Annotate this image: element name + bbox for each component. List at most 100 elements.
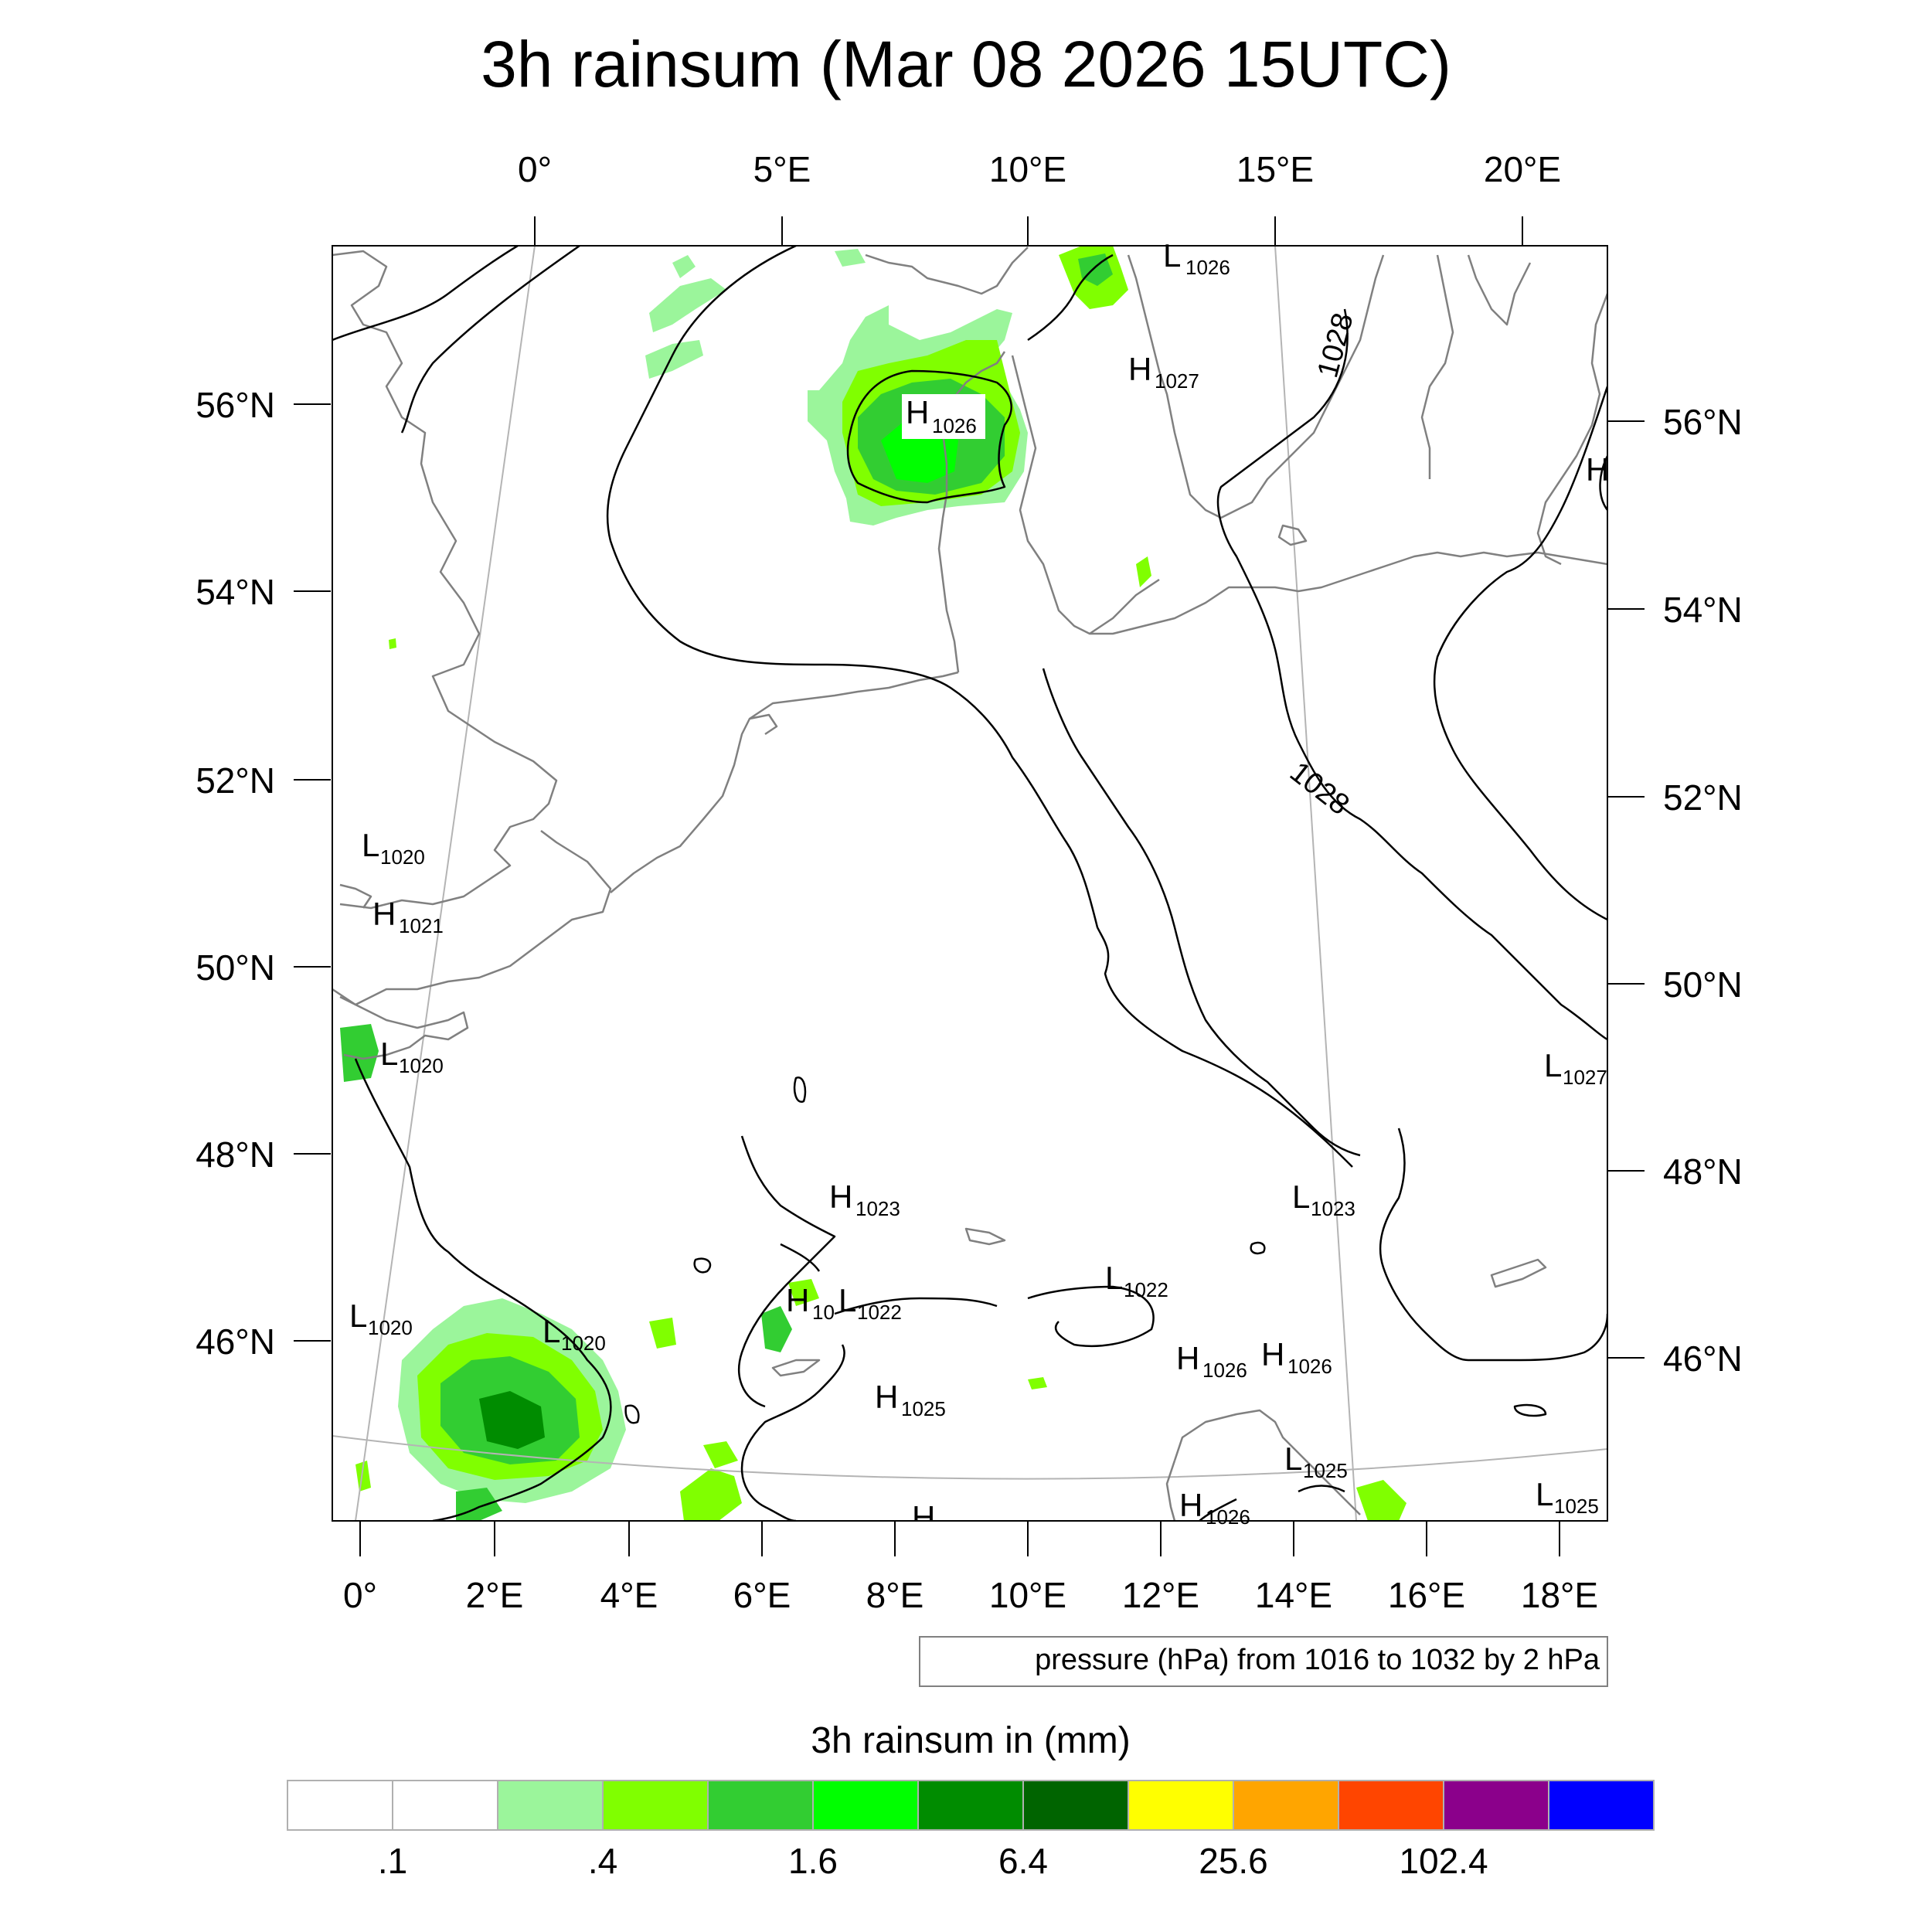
- coastline-bornholm: [1277, 524, 1308, 546]
- colorbar-tick-label: .4: [588, 1841, 617, 1881]
- rain-area-north-strip: [649, 278, 726, 332]
- colorbar-title: 3h rainsum in (mm): [811, 1720, 1130, 1761]
- colorbar-swatch: [497, 1780, 604, 1831]
- rain-area-alps: [761, 1306, 792, 1352]
- left-lat-label: 56°N: [196, 385, 275, 425]
- figure-title: 3h rainsum (Mar 08 2026 15UTC): [481, 28, 1451, 100]
- graticule-parallel-45: [332, 1435, 1607, 1480]
- right-latitude-labels: 56°N 54°N 52°N 50°N 48°N 46°N: [1663, 402, 1743, 1379]
- colorbar-swatch: [602, 1780, 709, 1831]
- left-lat-label: 50°N: [196, 947, 275, 988]
- rain-area-skagerrak-core: [1078, 253, 1113, 286]
- colorbar-swatch: [287, 1780, 393, 1831]
- pressure-center-value: 1025: [901, 1397, 946, 1420]
- left-latitude-ticks: [294, 403, 331, 1342]
- left-lat-label: 52°N: [196, 760, 275, 801]
- pressure-center: L 1020: [380, 1036, 444, 1077]
- graticule-meridian-0: [355, 246, 536, 1521]
- pressure-center-type: L: [1292, 1179, 1310, 1215]
- isobar-east-edge: [1599, 455, 1607, 511]
- pressure-center: H: [1586, 451, 1609, 488]
- rain-area-alps-2: [788, 1279, 819, 1306]
- pressure-center-type: H: [906, 394, 929, 430]
- right-lat-label: 48°N: [1663, 1151, 1743, 1192]
- bottom-lon-label: 16°E: [1388, 1575, 1465, 1615]
- right-lat-label: 46°N: [1663, 1338, 1743, 1379]
- pressure-center-type: L: [838, 1282, 856, 1318]
- pressure-center: L 1025: [1284, 1440, 1348, 1482]
- colorbar-swatch: [707, 1780, 814, 1831]
- isobar-east: [1379, 1128, 1607, 1362]
- pressure-center-value: 1026: [1202, 1359, 1247, 1382]
- rain-area-corner: [355, 1461, 371, 1492]
- coastline-britain-south: [339, 830, 612, 1006]
- colorbar-tick-label: 1.6: [788, 1841, 838, 1881]
- isobar-france: [354, 1058, 612, 1521]
- pressure-center: L 1027: [1544, 1047, 1607, 1089]
- bottom-lon-label: 6°E: [733, 1575, 791, 1615]
- pressure-center-value: 1026: [1287, 1355, 1332, 1378]
- isobar-10: [1298, 1485, 1345, 1493]
- coastline-baltic-south: [1090, 551, 1607, 635]
- isobar-1: [332, 246, 519, 342]
- left-lat-label: 54°N: [196, 572, 275, 612]
- pressure-center-type: H: [1261, 1336, 1284, 1372]
- top-lon-label: 10°E: [989, 149, 1066, 189]
- isobar-2: [400, 246, 580, 434]
- pressure-center-value: 1025: [1554, 1495, 1599, 1518]
- pressure-center-type: H: [372, 896, 396, 932]
- pressure-center-type: H: [1176, 1340, 1199, 1376]
- colorbar-tick-label: 102.4: [1399, 1841, 1488, 1881]
- pressure-center-value: 1025: [938, 1518, 983, 1541]
- top-longitude-ticks: [534, 216, 1523, 246]
- right-latitude-ticks: [1607, 420, 1645, 1359]
- pressure-center-value: 1020: [561, 1332, 606, 1355]
- rain-area-baltic-small: [1136, 556, 1151, 587]
- colorbar: [287, 1780, 1655, 1831]
- coastline-frisia: [749, 713, 778, 736]
- colorbar-swatch: [1128, 1780, 1234, 1831]
- contour-info-box: pressure (hPa) from 1016 to 1032 by 2 hP…: [919, 1636, 1608, 1687]
- coastline-britain: [332, 250, 558, 910]
- pressure-center: H 1021: [372, 896, 444, 937]
- pressure-center: H 1025: [912, 1499, 983, 1541]
- pressure-center-type: L: [1163, 237, 1181, 274]
- pressure-center-type: H: [1586, 451, 1609, 488]
- colorbar-swatch: [1022, 1780, 1129, 1831]
- coastline-channel-france: [332, 988, 469, 1060]
- left-lat-label: 46°N: [196, 1321, 275, 1362]
- pressure-center-type: L: [543, 1313, 560, 1349]
- coastline-gulf: [1467, 254, 1532, 326]
- pressure-center-type: L: [380, 1036, 398, 1072]
- coastline-lake-balaton: [1490, 1258, 1547, 1288]
- rain-area-top-small: [835, 249, 866, 267]
- isobar-8: [1433, 386, 1607, 921]
- colorbar-tick-label: 6.4: [998, 1841, 1048, 1881]
- coastline-jutland: [937, 351, 1006, 673]
- pressure-center: H 1026: [1176, 1340, 1247, 1382]
- rain-area-southwest-peak: [479, 1391, 545, 1449]
- right-lat-label: 54°N: [1663, 590, 1743, 630]
- coastlines: [332, 247, 1607, 1521]
- pressure-center-type: L: [1536, 1476, 1553, 1512]
- pressure-center-type: H: [912, 1499, 935, 1536]
- pressure-center-type: H: [1128, 351, 1151, 387]
- colorbar-swatch: [812, 1780, 919, 1831]
- pressure-center-type: L: [1105, 1260, 1123, 1296]
- pressure-center-value: 1022: [857, 1301, 902, 1324]
- coastline-sweden: [1127, 254, 1385, 519]
- pressure-center-type: H: [786, 1282, 809, 1318]
- rain-area-south-edge-3: [703, 1441, 738, 1468]
- isobar-loop-small-1: [793, 1077, 807, 1103]
- pressure-center-type: L: [349, 1298, 367, 1334]
- bottom-lon-label: 12°E: [1122, 1575, 1199, 1615]
- pressure-center-value: 1022: [1124, 1278, 1168, 1301]
- colorbar-swatch: [917, 1780, 1024, 1831]
- pressure-center-value: 1026: [1185, 256, 1230, 279]
- top-lon-label: 0°: [518, 149, 552, 189]
- top-lon-label: 5°E: [753, 149, 811, 189]
- isobar-loop-small-3: [693, 1257, 712, 1274]
- coastline-lake-geneva: [771, 1359, 821, 1377]
- rain-area-central-east: [649, 1318, 676, 1349]
